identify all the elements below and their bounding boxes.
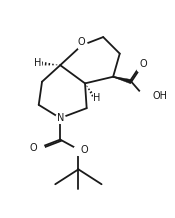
Polygon shape [113,77,132,84]
Text: H: H [93,93,100,103]
Text: OH: OH [153,91,168,101]
Text: O: O [29,143,37,153]
Text: O: O [80,145,88,155]
Text: H: H [34,58,42,68]
Text: O: O [78,37,86,47]
Text: O: O [140,59,148,69]
Text: N: N [57,113,64,123]
